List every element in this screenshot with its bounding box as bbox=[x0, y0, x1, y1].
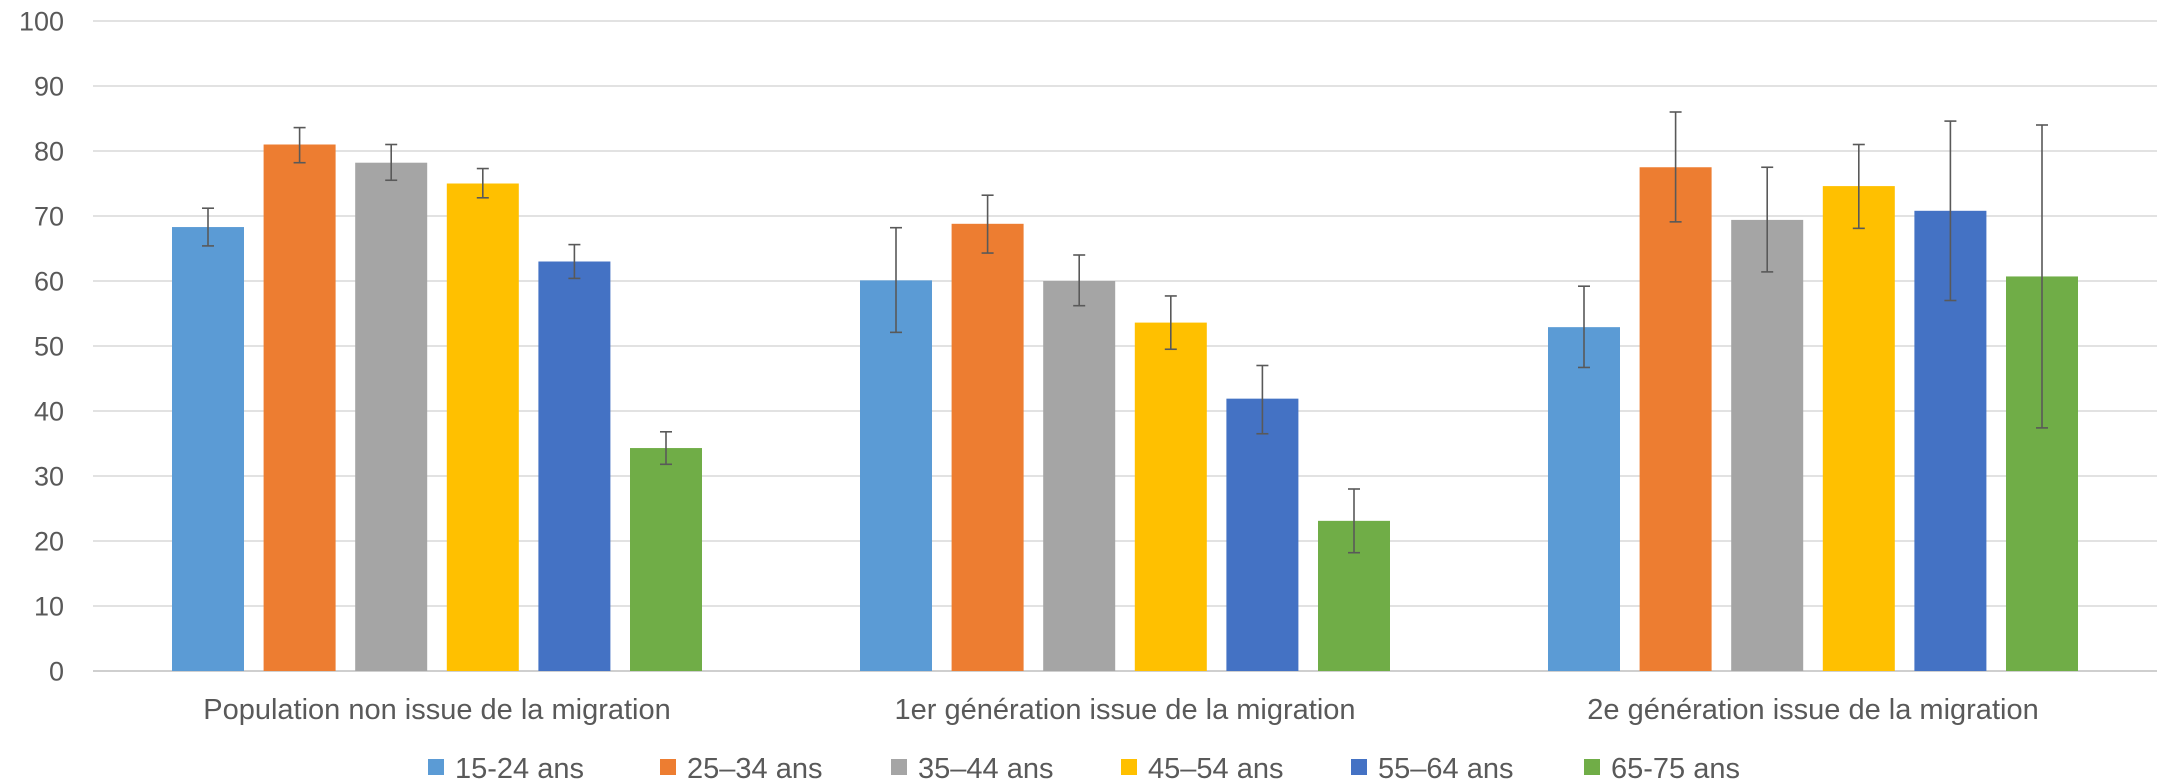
error-bars bbox=[202, 111, 2048, 554]
bar bbox=[446, 183, 519, 671]
legend-label: 55–64 ans bbox=[1378, 753, 1513, 783]
bar bbox=[1822, 186, 1895, 671]
legend-label: 15-24 ans bbox=[455, 753, 584, 783]
error-bar bbox=[1073, 254, 1086, 307]
error-bar bbox=[1852, 143, 1865, 230]
legend-item: 25–34 ans bbox=[660, 753, 822, 783]
error-bar bbox=[293, 126, 306, 164]
bar bbox=[630, 448, 702, 671]
error-bar bbox=[1761, 166, 1774, 273]
category-label: 2e génération issue de la migration bbox=[1587, 694, 2038, 726]
y-tick-label: 40 bbox=[34, 397, 64, 427]
y-tick-label: 0 bbox=[49, 657, 64, 687]
legend-item: 45–54 ans bbox=[1121, 753, 1283, 783]
y-axis-tick-labels: 0 10 20 30 40 50 60 70 80 90 100 bbox=[19, 7, 64, 687]
legend-item: 35–44 ans bbox=[891, 753, 1053, 783]
x-axis-category-labels: Population non issue de la migration 1er … bbox=[203, 694, 2038, 726]
legend-label: 45–54 ans bbox=[1148, 753, 1283, 783]
y-tick-label: 20 bbox=[34, 527, 64, 557]
legend-label: 65-75 ans bbox=[1611, 753, 1740, 783]
bar bbox=[860, 280, 932, 671]
bar bbox=[1043, 281, 1116, 671]
y-tick-label: 80 bbox=[34, 137, 64, 167]
bar bbox=[1226, 398, 1299, 671]
error-bar bbox=[568, 243, 581, 280]
y-tick-label: 30 bbox=[34, 462, 64, 492]
error-bar bbox=[1669, 111, 1682, 223]
error-bar bbox=[1164, 295, 1177, 351]
legend-swatch bbox=[428, 759, 444, 775]
legend-label: 25–34 ans bbox=[687, 753, 822, 783]
y-tick-label: 60 bbox=[34, 267, 64, 297]
bar bbox=[1639, 167, 1712, 671]
error-bar bbox=[2036, 124, 2048, 429]
bar bbox=[1548, 327, 1620, 671]
legend-swatch bbox=[1121, 759, 1137, 775]
y-tick-label: 10 bbox=[34, 592, 64, 622]
error-bar bbox=[1256, 364, 1269, 435]
bar bbox=[172, 227, 244, 672]
legend-item: 65-75 ans bbox=[1584, 753, 1740, 783]
error-bar bbox=[476, 167, 489, 199]
bar bbox=[1134, 322, 1207, 671]
legend-item: 55–64 ans bbox=[1351, 753, 1513, 783]
bar bbox=[951, 223, 1024, 672]
error-bar bbox=[660, 430, 672, 466]
category-label: Population non issue de la migration bbox=[203, 694, 671, 726]
error-bar bbox=[1578, 285, 1590, 369]
legend: 15-24 ans 25–34 ans 35–44 ans 45–54 ans 55–6… bbox=[428, 753, 1740, 783]
error-bar bbox=[981, 194, 994, 254]
bar bbox=[263, 144, 336, 671]
legend-swatch bbox=[1584, 759, 1600, 775]
error-bar bbox=[385, 143, 398, 182]
bar bbox=[538, 261, 611, 671]
y-tick-label: 50 bbox=[34, 332, 64, 362]
error-bar bbox=[890, 226, 902, 334]
legend-swatch bbox=[660, 759, 676, 775]
bar bbox=[1731, 219, 1804, 671]
y-tick-label: 90 bbox=[34, 72, 64, 102]
legend-swatch bbox=[891, 759, 907, 775]
y-tick-label: 70 bbox=[34, 202, 64, 232]
error-bar bbox=[202, 207, 214, 247]
bars bbox=[172, 144, 2078, 672]
y-tick-label: 100 bbox=[19, 7, 64, 37]
gridlines bbox=[93, 20, 2157, 672]
bar bbox=[355, 162, 428, 671]
legend-item: 15-24 ans bbox=[428, 753, 584, 783]
error-bar bbox=[1944, 120, 1957, 302]
category-label: 1er génération issue de la migration bbox=[894, 694, 1355, 726]
error-bar bbox=[1348, 488, 1360, 554]
legend-label: 35–44 ans bbox=[918, 753, 1053, 783]
legend-swatch bbox=[1351, 759, 1367, 775]
